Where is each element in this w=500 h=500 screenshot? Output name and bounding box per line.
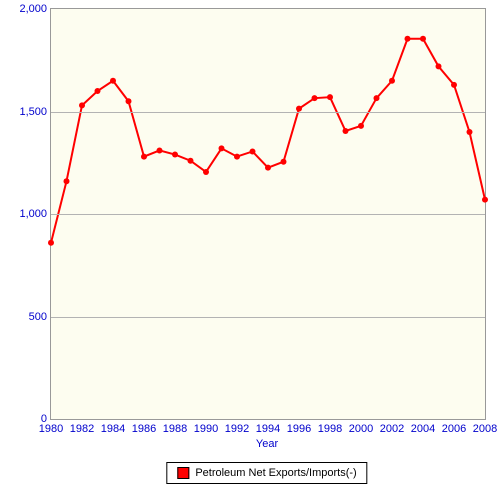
x-axis-label: Year xyxy=(256,438,278,450)
x-tick-label: 1990 xyxy=(194,423,218,435)
gridline xyxy=(51,214,485,215)
legend: Petroleum Net Exports/Imports(-) xyxy=(166,462,367,484)
x-tick-label: 1998 xyxy=(318,423,342,435)
x-tick-label: 1992 xyxy=(225,423,249,435)
x-tick-label: 2000 xyxy=(349,423,373,435)
y-tick-label: 500 xyxy=(29,311,47,323)
gridline xyxy=(51,112,485,113)
y-tick-label: 2,000 xyxy=(19,3,47,15)
x-tick-label: 1980 xyxy=(39,423,63,435)
legend-label: Petroleum Net Exports/Imports(-) xyxy=(195,467,356,479)
gridline xyxy=(51,317,485,318)
x-tick-label: 2004 xyxy=(411,423,435,435)
plot-area: 05001,0001,5002,000198019821984198619881… xyxy=(50,8,486,420)
x-tick-label: 2008 xyxy=(473,423,497,435)
x-tick-label: 1982 xyxy=(70,423,94,435)
x-tick-label: 2006 xyxy=(442,423,466,435)
chart-container: 05001,0001,5002,000198019821984198619881… xyxy=(0,0,500,500)
x-tick-label: 2002 xyxy=(380,423,404,435)
legend-swatch xyxy=(177,467,189,479)
y-tick-label: 1,000 xyxy=(19,208,47,220)
x-tick-label: 1996 xyxy=(287,423,311,435)
x-tick-label: 1988 xyxy=(163,423,187,435)
x-tick-label: 1984 xyxy=(101,423,125,435)
y-tick-label: 1,500 xyxy=(19,106,47,118)
x-tick-label: 1986 xyxy=(132,423,156,435)
x-tick-label: 1994 xyxy=(256,423,280,435)
